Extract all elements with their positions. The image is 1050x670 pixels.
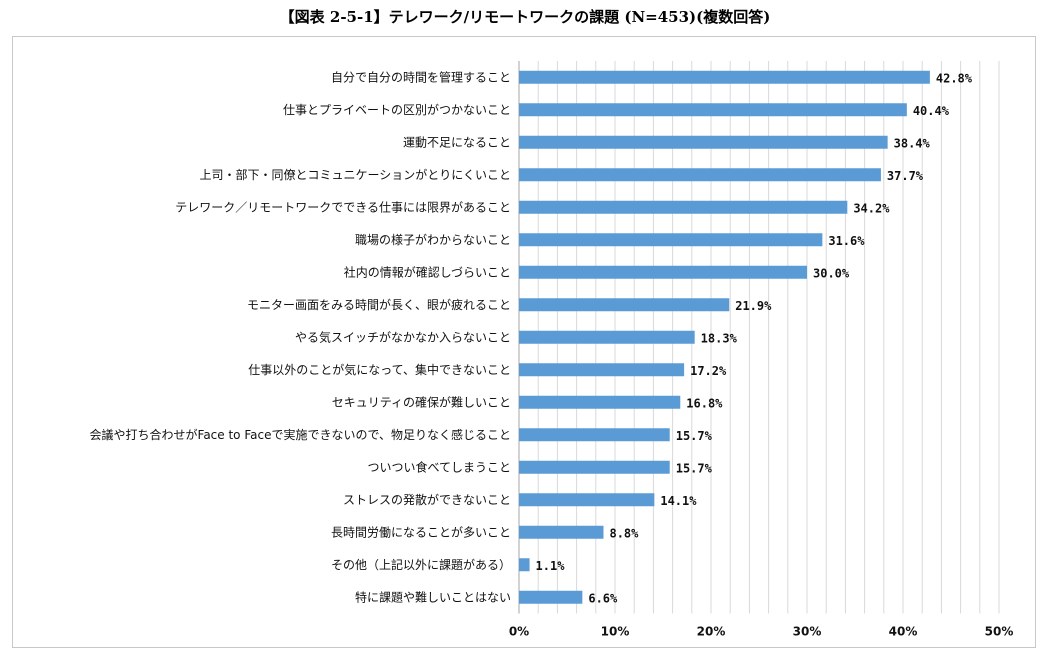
bar [519,460,670,474]
data-label: 31.6% [828,234,865,248]
data-label: 15.7% [676,461,713,475]
category-label: テレワーク／リモートワークでできる仕事には限界があること [175,199,511,214]
bar [519,330,695,344]
data-label: 6.6% [588,591,618,605]
bar [519,428,670,442]
data-label: 40.4% [913,104,950,118]
bar [519,298,730,312]
data-label: 30.0% [813,266,850,280]
bar-chart: 自分で自分の時間を管理すること 42.8% 仕事とプライベートの区別がつかないこと 4… [90,61,1014,639]
category-label: モニター画面をみる時間が長く、眼が疲れること [247,297,511,312]
bar [519,265,807,279]
bar [519,200,848,214]
data-label: 38.4% [894,136,931,150]
category-label: 特に課題や難しいことはない [355,589,511,604]
x-tick-label: 20% [697,625,726,639]
data-label: 42.8% [936,71,973,85]
x-tick-label: 10% [601,625,630,639]
bar [519,168,881,182]
category-label: 上司・部下・同僚とコミュニケーションがとりにくいこと [199,167,511,182]
chart-title: 【図表 2-5-1】テレワーク/リモートワークの課題 (N=453)(複数回答) [279,8,771,26]
category-label: 仕事とプライベートの区別がつかないこと [283,102,511,117]
data-label: 37.7% [887,169,924,183]
bar [519,363,685,377]
bar [519,135,888,149]
category-label: 社内の情報が確認しづらいこと [344,264,511,279]
category-label: その他（上記以外に課題がある） [331,557,511,572]
category-label: ついつい食べてしまうこと [367,459,511,474]
data-label: 34.2% [853,201,890,215]
category-label: 長時間労働になることが多いこと [331,524,511,539]
data-label: 18.3% [701,331,738,345]
x-tick-label: 50% [985,625,1014,639]
category-label: 運動不足になること [403,135,511,149]
data-label: 14.1% [660,494,697,508]
x-tick-label: 0% [509,625,529,639]
bar [519,395,681,409]
data-label: 16.8% [686,396,723,410]
category-label: 職場の様子がわからないこと [355,232,511,247]
x-tick-label: 30% [793,625,822,639]
category-label: やる気スイッチがなかなか入らないこと [295,329,511,344]
bar [519,493,655,507]
category-label: 自分で自分の時間を管理すること [331,69,511,84]
data-label: 17.2% [690,364,727,378]
x-tick-label: 40% [889,625,918,639]
data-label: 1.1% [536,559,566,573]
bar [519,233,823,247]
category-label: 会議や打ち合わせがFace to Faceで実施できないので、物足りなく感じるこ… [90,427,511,442]
category-label: セキュリティの確保が難しいこと [332,394,511,409]
chart-frame: 自分で自分の時間を管理すること 42.8% 仕事とプライベートの区別がつかないこと 4… [12,36,1036,648]
bar [519,70,930,84]
data-label: 15.7% [676,429,713,443]
bar [519,103,907,117]
data-label: 8.8% [609,526,639,540]
bar [519,558,530,572]
bar [519,590,583,604]
category-label: 仕事以外のことが気になって、集中できないこと [248,362,511,377]
data-label: 21.9% [735,299,772,313]
bar [519,525,604,539]
category-label: ストレスの発散ができないこと [343,492,511,507]
